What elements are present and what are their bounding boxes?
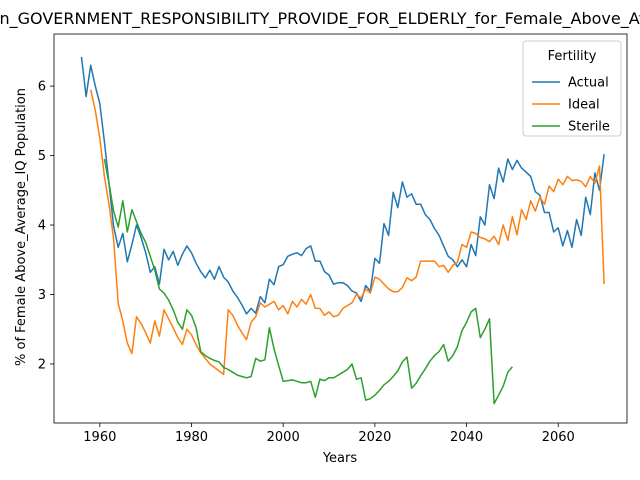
chart-title: Opin_GOVERNMENT_RESPONSIBILITY_PROVIDE_F… — [0, 9, 640, 29]
series-line-sterile — [103, 158, 513, 405]
x-tick-label: 1960 — [83, 430, 116, 445]
legend-label-ideal: Ideal — [568, 98, 600, 113]
plot-area — [53, 33, 628, 424]
y-axis: 2 3 4 5 6 — [38, 80, 54, 372]
legend-box — [522, 40, 622, 137]
x-tick-label: 2060 — [542, 430, 575, 445]
series-line-ideal — [89, 89, 605, 376]
plot-frame — [53, 33, 628, 424]
y-tick-label: 4 — [38, 219, 46, 234]
x-tick-label: 2020 — [358, 430, 391, 445]
legend-label-actual: Actual — [568, 76, 609, 91]
x-tick-label: 2000 — [267, 430, 300, 445]
x-axis: 1960 1980 2000 2020 2040 2060 — [83, 423, 575, 445]
y-tick-label: 5 — [38, 149, 46, 164]
legend: Fertility Actual Ideal Sterile — [522, 40, 622, 137]
y-tick-label: 3 — [38, 288, 46, 303]
y-tick-label: 6 — [38, 80, 46, 95]
legend-title: Fertility — [548, 49, 597, 64]
y-tick-label: 2 — [38, 357, 46, 372]
legend-label-sterile: Sterile — [568, 120, 610, 135]
x-tick-label: 1980 — [175, 430, 208, 445]
y-axis-label: % of Female Above_Average_IQ Population — [14, 88, 29, 366]
x-axis-label: Years — [322, 451, 358, 466]
x-tick-label: 2040 — [450, 430, 483, 445]
series-line-actual — [80, 56, 605, 315]
